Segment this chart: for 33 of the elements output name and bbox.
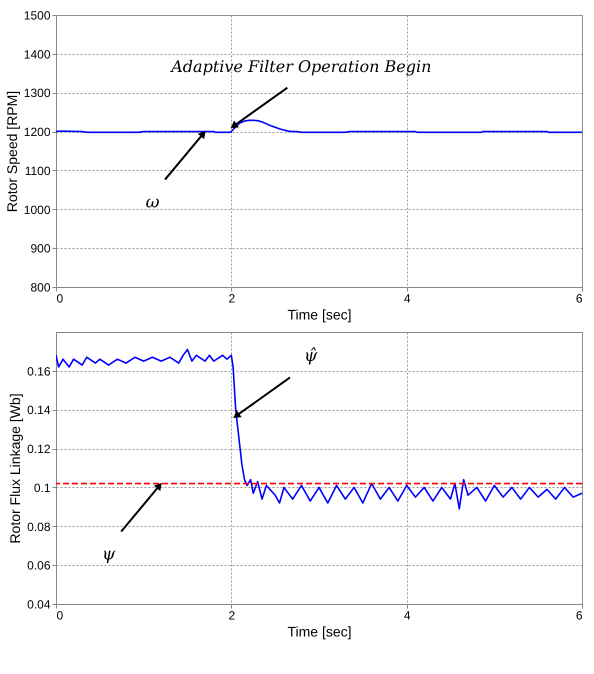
- x-tick-label: 4: [404, 608, 411, 622]
- y-tick-label: 1500: [24, 8, 51, 22]
- y-tick-label: 900: [30, 242, 51, 256]
- x-tick-label: 0: [56, 608, 64, 622]
- line-series: [56, 348, 582, 510]
- y-tick-label: 0.12: [27, 442, 51, 456]
- y-tick-label: 0.08: [27, 520, 51, 534]
- y-tick-label: 800: [30, 280, 51, 294]
- y-axis-title: Rotor Flux Linkage [Wb]: [7, 393, 24, 544]
- annotation: ψ: [102, 544, 116, 565]
- x-tick-label: 6: [576, 608, 583, 622]
- annotation: ψ̂: [304, 346, 318, 366]
- annotation: Adaptive Filter Operation Begin: [169, 57, 432, 76]
- x-axis-title: Time [sec]: [287, 624, 352, 640]
- x-tick-label: 2: [228, 292, 236, 306]
- x-tick-label: 4: [404, 292, 411, 306]
- y-tick-label: 1400: [24, 47, 51, 62]
- x-tick-label: 2: [228, 608, 236, 622]
- y-tick-label: 1300: [24, 86, 51, 100]
- y-tick-label: 1200: [24, 125, 51, 140]
- y-tick-label: 0.04: [27, 598, 51, 612]
- y-tick-label: 0.06: [27, 558, 51, 573]
- line-series: [56, 120, 582, 134]
- y-tick-label: 1100: [24, 164, 51, 178]
- y-tick-label: 0.1: [34, 480, 51, 495]
- y-axis-title: Rotor Speed [RPM]: [4, 90, 20, 212]
- x-tick-label: 6: [576, 292, 583, 306]
- y-tick-label: 1000: [24, 202, 51, 217]
- y-tick-label: 0.14: [27, 403, 51, 418]
- x-tick-label: 0: [56, 292, 64, 306]
- x-axis-title: Time [sec]: [287, 306, 352, 322]
- annotation: ω: [146, 192, 160, 213]
- y-tick-label: 0.16: [27, 364, 51, 378]
